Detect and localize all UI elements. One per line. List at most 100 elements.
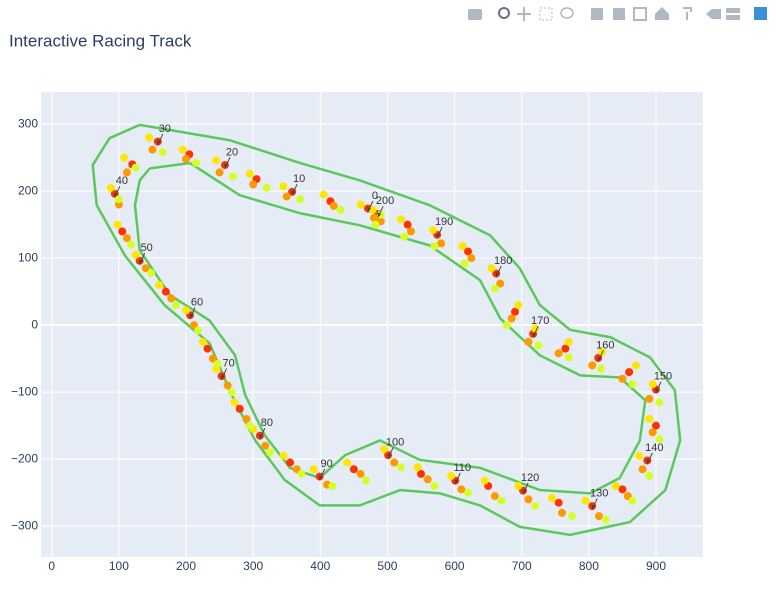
racing-point (396, 215, 405, 224)
annotation-label: 160 (596, 339, 614, 351)
track-boundary (133, 161, 647, 495)
racing-point (145, 133, 154, 142)
modebar[interactable] (468, 7, 767, 21)
annotation-label: 140 (645, 442, 663, 454)
annotation-label: 20 (226, 146, 238, 158)
racing-point (122, 234, 131, 243)
y-tick-label: −200 (11, 451, 38, 465)
racing-point (208, 354, 217, 363)
camera-button[interactable] (468, 9, 482, 20)
racing-point (502, 321, 511, 330)
racing-point (645, 471, 654, 480)
annotation-arrowhead (156, 139, 161, 145)
racing-point (229, 172, 238, 181)
racing-point (390, 458, 399, 467)
annotation-arrowhead (138, 259, 143, 265)
annotation-arrowhead (220, 374, 225, 380)
racing-point (282, 192, 291, 201)
annotation-label: 180 (494, 255, 512, 267)
annotation-label: 60 (191, 296, 203, 308)
racing-point (171, 301, 180, 310)
racing-point (403, 220, 412, 229)
pan-button[interactable] (517, 7, 531, 21)
racing-point (531, 502, 540, 511)
racing-point (601, 515, 610, 524)
hover-compare-button[interactable] (726, 8, 740, 13)
annotation-label: 100 (386, 436, 404, 448)
racing-point (131, 163, 140, 172)
autoscale-button[interactable] (633, 7, 647, 21)
racing-point (534, 341, 543, 350)
racing-point (652, 421, 661, 430)
racing-point (245, 421, 254, 430)
racing-point (126, 240, 135, 249)
zoom-out-button[interactable] (613, 8, 625, 20)
annotation-arrowhead (495, 271, 500, 277)
racing-point (113, 220, 122, 229)
reset-button[interactable] (655, 7, 669, 20)
hover-closest-button[interactable] (706, 9, 721, 19)
racing-point (329, 201, 338, 210)
racing-point (497, 496, 506, 505)
racing-point (638, 465, 647, 474)
racing-point (417, 469, 426, 478)
racing-point (457, 485, 466, 494)
racing-point (178, 145, 187, 154)
chart-title: Interactive Racing Track (9, 31, 192, 50)
racing-point (531, 324, 540, 333)
annotation-label: 170 (531, 315, 549, 327)
racing-point (447, 471, 456, 480)
racing-point (148, 145, 157, 154)
racing-point (611, 481, 620, 490)
racing-point (458, 242, 467, 251)
racing-point (437, 239, 446, 248)
racing-point (628, 496, 637, 505)
racing-point (213, 360, 222, 369)
y-tick-label: 0 (31, 317, 38, 331)
annotation-label: 90 (321, 458, 333, 470)
annotation-arrowhead (436, 233, 441, 239)
annotation-label: 70 (222, 357, 234, 369)
hover-compare-button-2[interactable] (726, 15, 740, 20)
x-tick-label: 300 (243, 559, 263, 573)
racing-point (131, 250, 140, 259)
x-tick-label: 800 (579, 559, 599, 573)
y-tick-label: −100 (11, 384, 38, 398)
racing-point (596, 364, 605, 373)
x-tick-label: 500 (377, 559, 397, 573)
racing-point (496, 279, 505, 288)
annotation-arrowhead (189, 313, 194, 319)
zoom-button[interactable] (498, 7, 510, 19)
annotation-label: 150 (654, 371, 672, 383)
racing-point (296, 195, 305, 204)
racing-point (106, 183, 115, 192)
racing-point (328, 481, 337, 490)
annotation-label: 110 (453, 462, 471, 474)
annotation-arrowhead (377, 212, 382, 218)
x-tick-label: 100 (109, 559, 129, 573)
annotation-label: 50 (141, 242, 153, 254)
racing-point (594, 512, 603, 521)
lasso-button[interactable] (560, 7, 574, 19)
y-tick-label: 100 (18, 250, 38, 264)
racing-point (648, 428, 657, 437)
annotation-label: 10 (293, 173, 305, 185)
racing-point (122, 168, 131, 177)
racing-point (167, 294, 176, 303)
box-select-button[interactable] (539, 7, 553, 21)
racing-point (114, 195, 123, 204)
spike-button[interactable] (683, 7, 692, 20)
x-tick-label: 400 (310, 559, 330, 573)
racing-point (467, 254, 476, 263)
zoom-in-button[interactable] (591, 8, 603, 20)
racing-point (194, 326, 203, 335)
racing-point (524, 495, 533, 504)
racing-point (147, 268, 156, 277)
racing-point (581, 496, 590, 505)
racing-point (370, 213, 379, 222)
racing-point (618, 374, 627, 383)
plotly-logo[interactable] (754, 7, 767, 20)
racing-point (480, 476, 489, 485)
racing-point (155, 280, 164, 289)
